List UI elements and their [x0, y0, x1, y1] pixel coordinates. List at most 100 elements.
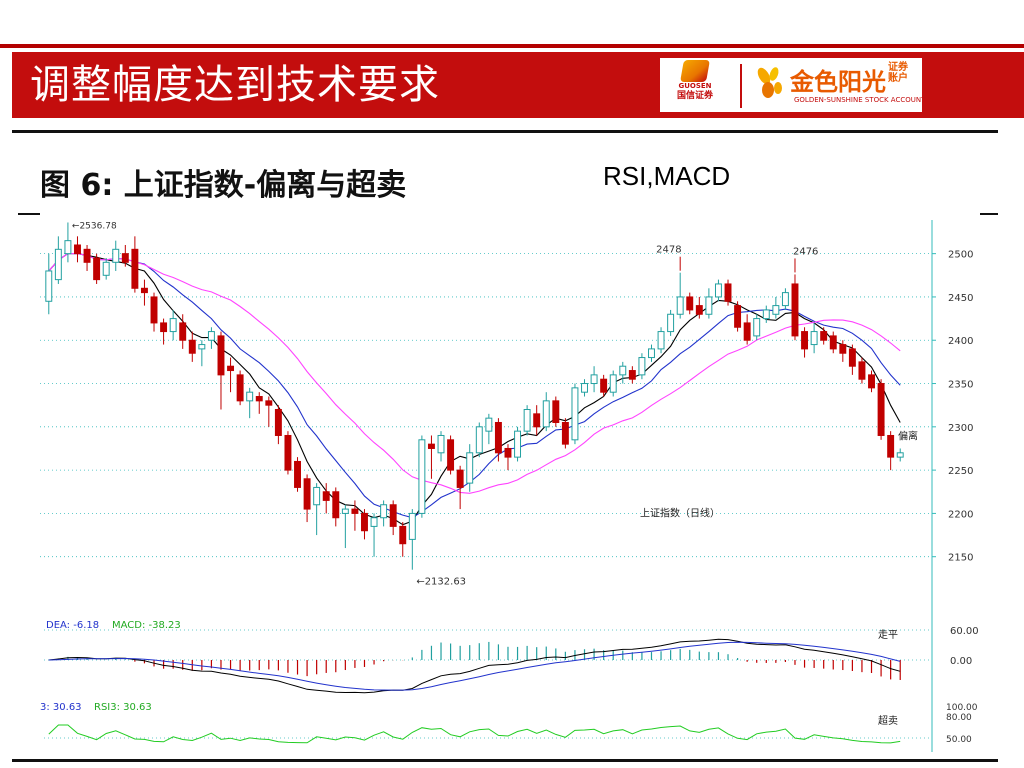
candle-body — [361, 512, 368, 532]
candle-body — [370, 517, 378, 527]
annotation-peak2: 2476 — [793, 246, 818, 257]
candle-body — [466, 452, 474, 484]
candle-body — [102, 261, 110, 276]
candle-body — [93, 257, 101, 281]
candle-body — [810, 331, 818, 346]
candle-body — [140, 287, 148, 294]
candle-body — [657, 331, 665, 350]
candle-body — [74, 244, 81, 255]
y-tick-label: 2400 — [948, 336, 973, 347]
candle-body — [581, 383, 588, 393]
candle-body — [791, 283, 799, 337]
ma-mid-line — [48, 253, 901, 519]
candle-body — [762, 309, 770, 320]
candle-body — [131, 248, 139, 289]
candle-body — [207, 331, 215, 341]
guosen-logo-cn: 国信证券 — [676, 91, 713, 101]
y-tick-label: 2300 — [948, 423, 973, 434]
y-tick-label: 2250 — [948, 466, 973, 477]
y-tick-label: 2200 — [948, 509, 973, 520]
figure-rule-right — [980, 213, 998, 215]
candle-body — [332, 491, 340, 519]
candle-body — [686, 296, 694, 311]
candle-body — [83, 248, 91, 263]
candle-body — [542, 400, 550, 428]
golden-logo-text: 金色阳光证券账户 — [790, 62, 910, 97]
candle-body — [619, 365, 627, 376]
candle-body — [160, 322, 168, 333]
candle-body — [609, 374, 617, 393]
macd-tick-label: 60.00 — [950, 626, 979, 637]
candle-body — [504, 447, 512, 458]
header-top-rule — [0, 44, 1024, 48]
candle-body — [188, 339, 196, 354]
candle-body — [217, 335, 225, 376]
rsi-tick-label: 80.00 — [946, 713, 972, 723]
guosen-logo: GUOSEN 国信证券 — [672, 60, 718, 110]
candle-body — [447, 439, 455, 471]
candle-body — [294, 460, 301, 488]
candle-body — [389, 504, 397, 527]
macd-dif-line — [48, 638, 901, 694]
candle-body — [456, 469, 464, 488]
candle-body — [801, 331, 809, 350]
candle-body — [820, 331, 828, 341]
candle-body — [561, 421, 569, 445]
candle-body — [638, 357, 646, 376]
candle-body — [227, 365, 235, 372]
candle-body — [54, 248, 62, 281]
macd-panel: 60.00 0.00 DEA: -6.18 MACD: -38.23 走平 — [44, 620, 979, 694]
annotation-high: ←2536.78 — [72, 221, 117, 231]
candle-body — [418, 439, 426, 514]
macd-tick-label: 0.00 — [950, 656, 972, 667]
candle-body — [743, 322, 751, 341]
macd-dea-line — [48, 641, 901, 691]
candle-body — [399, 525, 407, 545]
footer-rule — [12, 759, 998, 762]
y-tick-label: 2450 — [948, 293, 973, 304]
ma-short-line — [48, 253, 901, 526]
candle-body — [265, 400, 273, 406]
figure-rule-left — [18, 213, 40, 215]
candle-body — [714, 283, 722, 298]
candle-body — [303, 478, 311, 510]
candle-body — [485, 417, 493, 432]
golden-logo-en: GOLDEN-SUNSHINE STOCK ACCOUNT — [794, 96, 926, 104]
candle-body — [667, 313, 675, 333]
candle-body — [169, 318, 177, 333]
candle-body — [571, 387, 579, 441]
candle-body — [628, 370, 636, 380]
candle-body — [408, 512, 416, 540]
rsi-line — [48, 724, 901, 744]
candle-body — [590, 374, 598, 385]
candle-body — [112, 248, 120, 263]
candle-body — [533, 413, 541, 428]
candle-body — [705, 296, 713, 315]
candle-body — [858, 361, 866, 380]
rsi-tick-label: 50.00 — [946, 735, 972, 745]
candle-body — [514, 430, 522, 458]
candle-body — [772, 305, 780, 315]
candle-body — [246, 391, 254, 402]
y-tick-label: 2350 — [948, 380, 973, 391]
candle-body — [437, 434, 445, 454]
candle-body — [45, 270, 53, 302]
candle-body — [896, 452, 904, 458]
candle-body — [829, 335, 837, 350]
candle-body — [523, 409, 531, 432]
guosen-logo-en: GUOSEN — [678, 82, 712, 90]
chart-grid — [40, 220, 936, 752]
candle-body — [868, 374, 875, 389]
candle-body — [753, 318, 761, 337]
candle-body — [284, 434, 292, 471]
candle-body — [877, 383, 885, 436]
candle-body — [64, 240, 72, 255]
candle-body — [724, 283, 732, 302]
candle-body — [839, 344, 847, 354]
header-bottom-rule — [12, 130, 998, 133]
candle-body — [848, 348, 856, 367]
candle-body — [600, 378, 608, 393]
